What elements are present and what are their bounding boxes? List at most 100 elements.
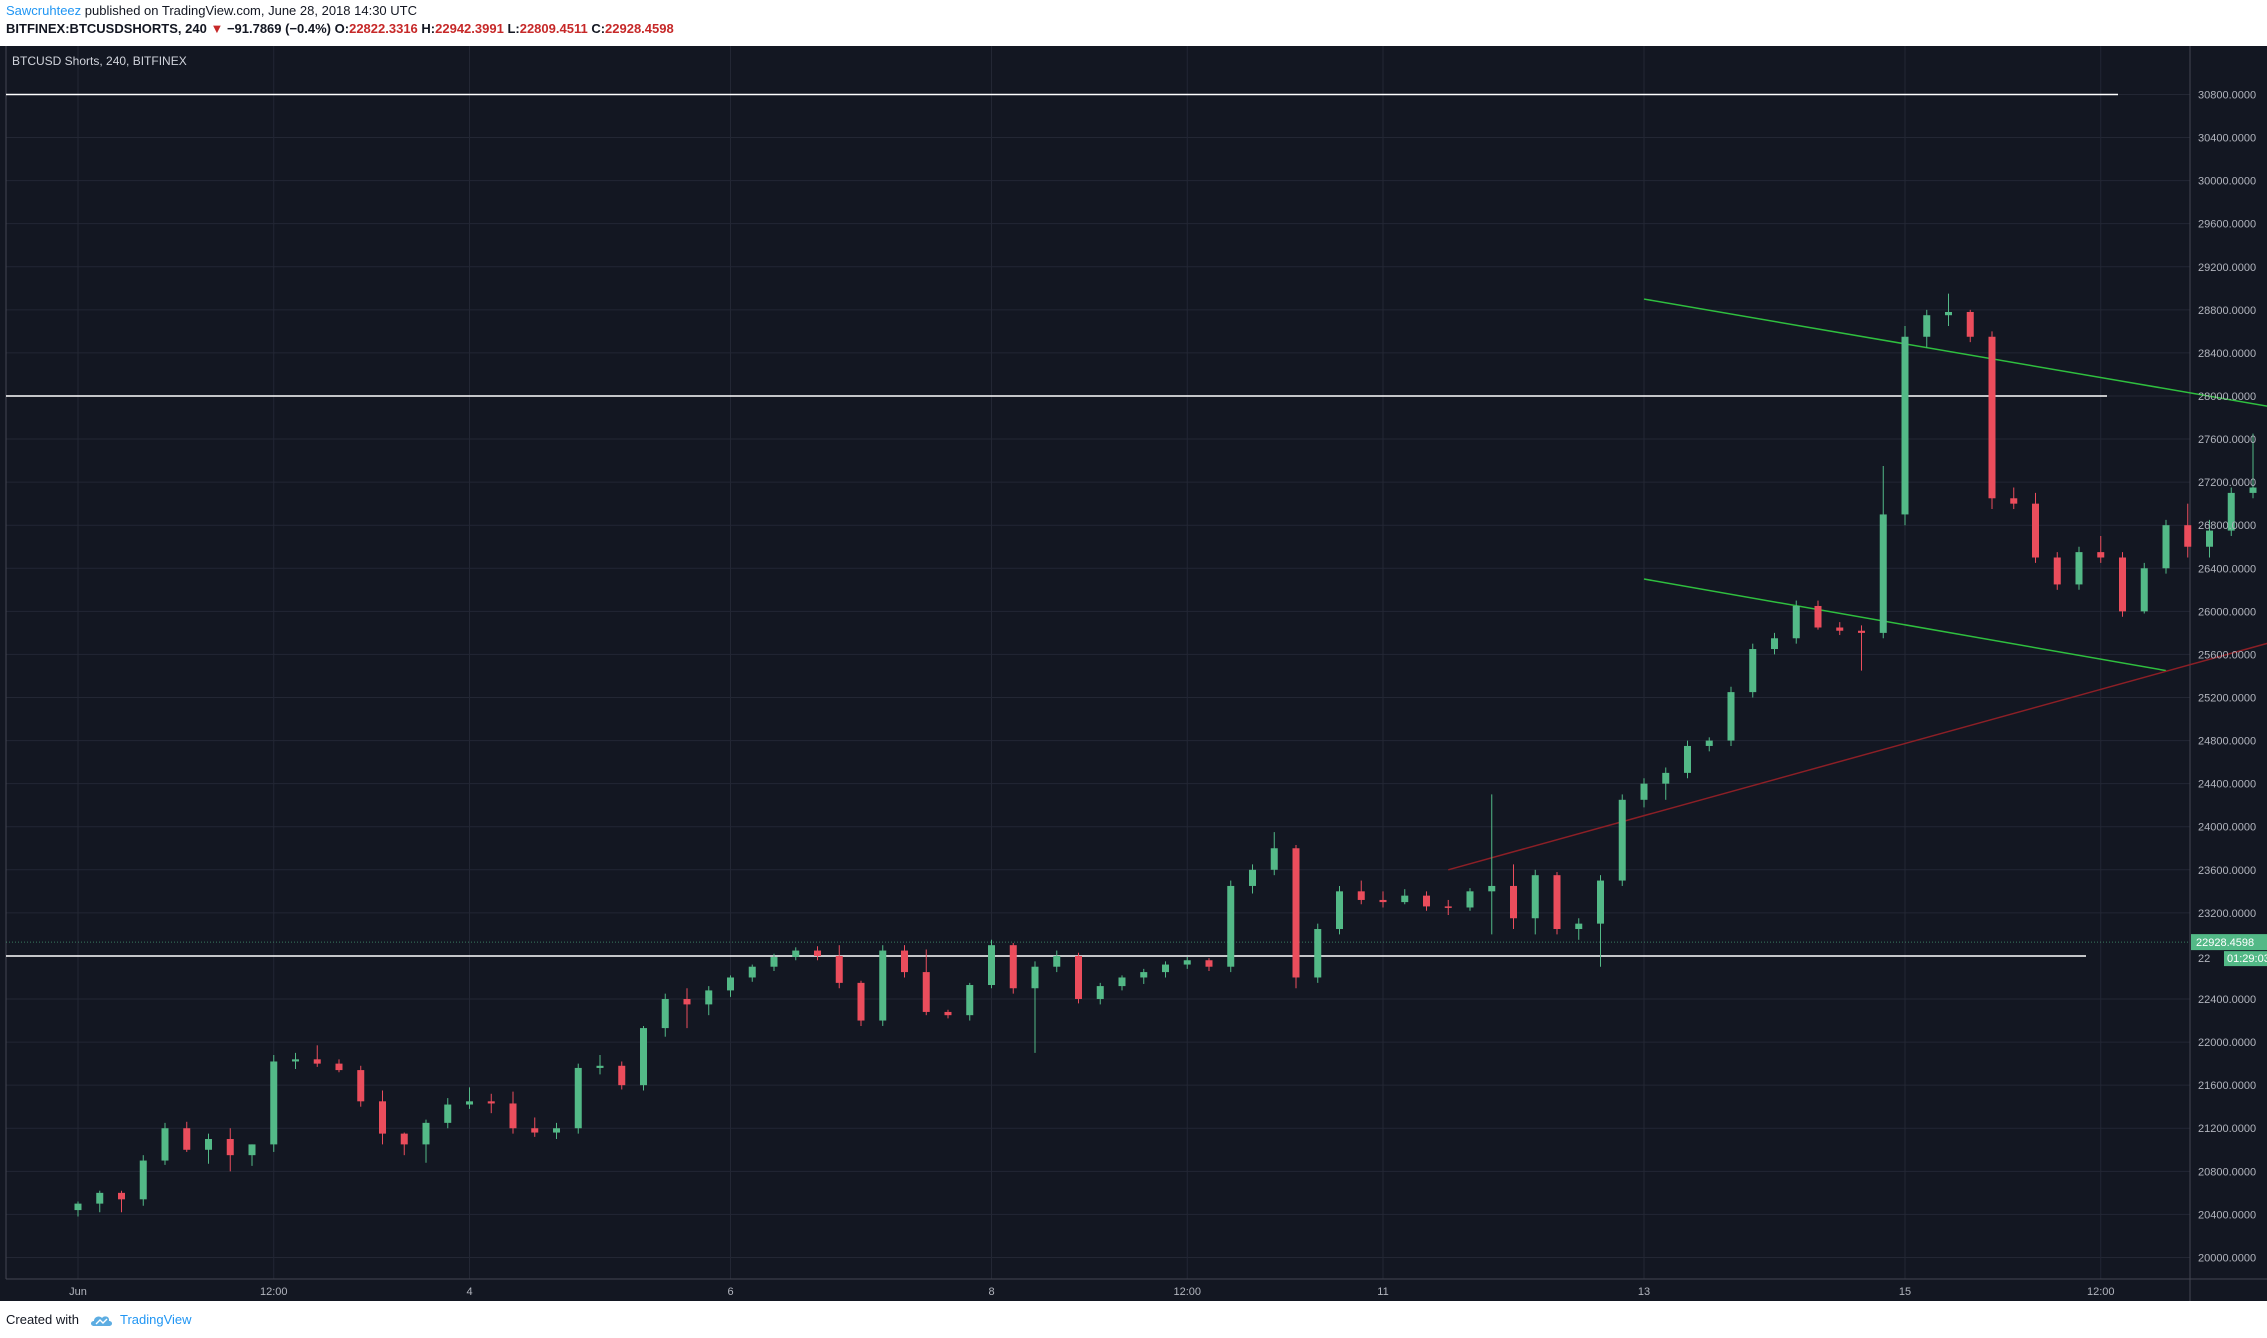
created-with-text: Created with: [6, 1312, 79, 1327]
x-tick-label: 11: [1377, 1286, 1388, 1298]
candle-body: [1531, 875, 1539, 919]
candle-body: [1662, 772, 1670, 784]
candle-body: [727, 977, 734, 991]
drawings[interactable]: [1448, 298, 2267, 871]
y-tick-label: 22000.0000: [2198, 1037, 2256, 1049]
open-value: 22822.3316: [349, 21, 418, 36]
y-tick-label: 20400.0000: [2198, 1209, 2256, 1221]
candle-body: [444, 1104, 452, 1123]
y-tick-label: 28800.0000: [2198, 305, 2256, 317]
candle-body: [2097, 552, 2105, 558]
triangle-upper-trendline[interactable]: [1643, 298, 2267, 482]
candle-body: [1466, 891, 1474, 908]
y-tick-label: 26000.0000: [2198, 606, 2256, 618]
candle-body: [1140, 972, 1148, 978]
ohlc-line: BITFINEX:BTCUSDSHORTS, 240 ▼ −91.7869 (−…: [6, 21, 674, 36]
candle-body: [1488, 885, 1496, 892]
candle-body: [1423, 895, 1430, 907]
y-tick-label: 24800.0000: [2198, 736, 2256, 748]
countdown-badge: [2224, 951, 2267, 967]
low-value: 22809.4511: [519, 21, 588, 36]
candle-body: [705, 990, 713, 1005]
candle-body: [1510, 885, 1517, 919]
y-tick-label: 21200.0000: [2198, 1123, 2256, 1135]
candle-body: [183, 1128, 191, 1150]
candle-body: [161, 1128, 169, 1161]
high-value: 22942.3991: [435, 21, 504, 36]
candle-body: [335, 1063, 343, 1071]
y-tick-label: 29200.0000: [2198, 262, 2256, 274]
change-value: −91.7869 (−0.4%): [226, 21, 332, 36]
candle-body: [1031, 966, 1039, 989]
candle-body: [1183, 960, 1191, 965]
candle-body: [2162, 525, 2170, 569]
candle-body: [1705, 740, 1713, 746]
open-label: O:: [334, 21, 350, 36]
candle-body: [226, 1139, 234, 1156]
candle-body: [835, 955, 843, 983]
last-price-label: 22928.4598: [2196, 937, 2254, 949]
candle-body: [1597, 880, 1604, 924]
candle-body: [618, 1065, 626, 1086]
x-tick-label: 4: [466, 1286, 472, 1298]
trend-arrow[interactable]: [1448, 407, 2267, 871]
horizontal-lines[interactable]: [6, 93, 2118, 957]
candle-body: [270, 1061, 278, 1145]
candle-body: [683, 999, 691, 1005]
candle-body: [1075, 955, 1082, 1000]
candle-body: [1096, 986, 1104, 1000]
candle-body: [1684, 745, 1691, 773]
candle-body: [466, 1101, 473, 1105]
candle-body: [2010, 498, 2018, 504]
y-tick-label: 25600.0000: [2198, 649, 2256, 661]
candle-body: [357, 1070, 365, 1102]
author-link[interactable]: Sawcruhteez: [6, 3, 82, 18]
candle-body: [1792, 605, 1800, 639]
candle-body: [574, 1067, 582, 1129]
candle-body: [944, 1011, 952, 1016]
y-tick-label: 24400.0000: [2198, 779, 2256, 791]
y-tick-label: 29600.0000: [2198, 219, 2256, 231]
candle-body: [966, 985, 974, 1016]
candle-body: [1901, 336, 1909, 515]
candle-body: [2140, 568, 2148, 612]
candle-body: [1292, 848, 1300, 978]
y-tick-label: 21600.0000: [2198, 1080, 2256, 1092]
tradingview-link[interactable]: TradingView: [120, 1312, 192, 1327]
candle-body: [487, 1101, 495, 1104]
candle-body: [1945, 311, 1952, 316]
footer: Created with TradingView: [0, 1301, 2267, 1338]
x-tick-label: 8: [988, 1286, 994, 1298]
candle-body: [857, 982, 865, 1021]
candle-body: [1227, 885, 1235, 967]
candle-body: [1640, 783, 1648, 800]
candle-body: [814, 950, 821, 956]
y-tick-label: 23600.0000: [2198, 865, 2256, 877]
candle-body: [901, 950, 908, 973]
chart-area[interactable]: 20000.0000 20400.0000 20800.0000 21200.0000…: [0, 46, 2267, 1301]
triangle-lower-trendline[interactable]: [1643, 578, 2167, 672]
candle-body: [531, 1128, 539, 1133]
y-tick-label: 30800.0000: [2198, 89, 2256, 101]
y-tick-label: 22400.0000: [2198, 994, 2256, 1006]
close-value: 22928.4598: [605, 21, 674, 36]
y-tick-label: 30400.0000: [2198, 133, 2256, 145]
candle-body: [879, 950, 887, 1021]
candle-body: [2053, 557, 2061, 585]
candle-body: [748, 966, 756, 978]
chart-legend: BTCUSD Shorts, 240, BITFINEX: [12, 54, 187, 68]
candle-body: [205, 1139, 212, 1150]
candlestick-chart[interactable]: 20000.0000 20400.0000 20800.0000 21200.0000…: [0, 46, 2267, 1301]
candle-body: [118, 1192, 125, 1200]
candle-body: [74, 1203, 82, 1211]
candle-body: [553, 1128, 560, 1133]
publish-line: Sawcruhteez published on TradingView.com…: [6, 3, 417, 18]
y-tick-label: 27600.0000: [2198, 434, 2256, 446]
countdown-label: 01:29:03: [2227, 953, 2267, 965]
candle-body: [509, 1103, 517, 1129]
candle-body: [661, 999, 669, 1029]
published-text: published on TradingView.com, June 28, 2…: [84, 3, 417, 18]
x-tick-label: 6: [727, 1286, 733, 1298]
candle-body: [2206, 530, 2213, 547]
chart-background: [0, 46, 2267, 1301]
